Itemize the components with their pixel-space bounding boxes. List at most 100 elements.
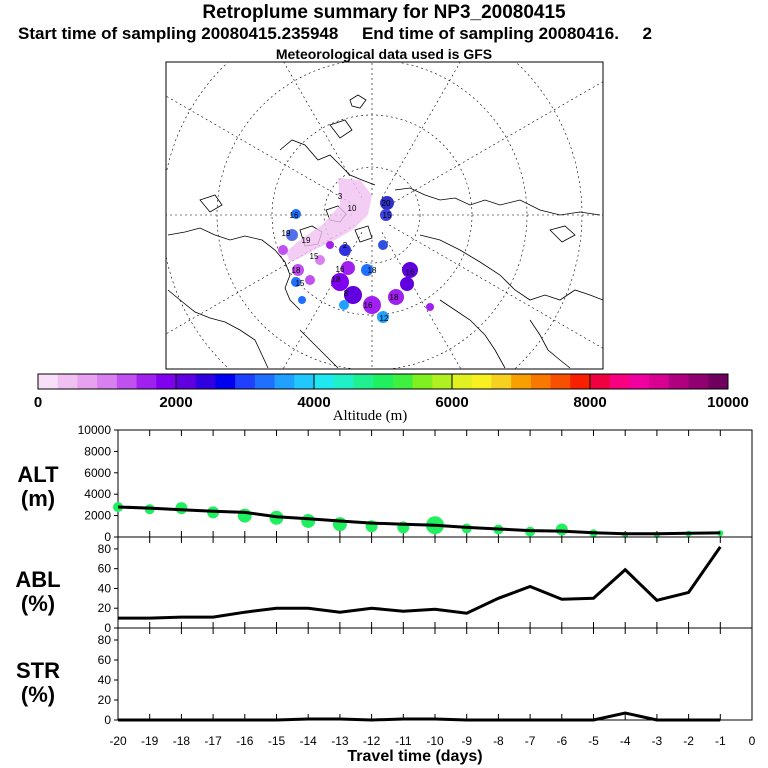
series-line-str [118, 711, 721, 722]
x-tick-label: -11 [395, 734, 412, 748]
y-tick-label: 40 [98, 673, 112, 687]
chart-title: Retroplume summary for NP3_20080415 [202, 2, 566, 23]
y-tick-label: 8000 [84, 444, 111, 458]
x-tick-label: -16 [236, 734, 254, 748]
colorbar-cell [195, 374, 216, 389]
colorbar-cell [274, 374, 295, 389]
colorbar-tick-label: 10000 [707, 394, 749, 411]
colorbar-cell [668, 374, 690, 389]
colorbar-tick-label: 2000 [159, 394, 192, 411]
x-tick-label: -2 [683, 734, 694, 748]
panel-label: ALT [17, 462, 59, 487]
x-tick-label: -1 [715, 734, 726, 748]
y-tick-label: 0 [104, 621, 111, 635]
y-tick-label: 40 [98, 581, 112, 595]
y-tick-label: 6000 [84, 466, 111, 480]
colorbar-tick-label: 6000 [435, 394, 468, 411]
colorbar-cell [136, 374, 157, 389]
y-tick-label: 80 [98, 542, 112, 556]
panel-label: STR [16, 658, 60, 683]
x-tick-label: -7 [525, 734, 536, 748]
panel-label: ABL [15, 567, 60, 592]
colorbar-cell [590, 374, 611, 389]
colorbar-cell [452, 374, 473, 389]
y-tick-label: 10000 [78, 423, 112, 437]
colorbar-cell [609, 374, 630, 389]
panel-unit: (m) [21, 486, 55, 511]
colorbar-cell [392, 374, 414, 389]
altitude-point [237, 508, 252, 523]
x-tick-label: -3 [652, 734, 663, 748]
x-tick-label: -13 [331, 734, 349, 748]
colorbar-cell [116, 374, 138, 389]
sampling-times: Start time of sampling 20080415.235948 E… [18, 24, 653, 43]
colorbar-cell [294, 374, 315, 389]
panel-frame [117, 536, 753, 629]
y-tick-label: 80 [98, 633, 112, 647]
colorbar-cell [235, 374, 256, 389]
x-tick-label: -18 [173, 734, 191, 748]
colorbar-cell [215, 374, 236, 389]
x-tick-label: -10 [426, 734, 444, 748]
panel-frame [117, 627, 753, 721]
colorbar-title: Altitude (m) [332, 408, 408, 424]
colorbar-cell [491, 374, 512, 389]
x-tick-label: -12 [363, 734, 381, 748]
met-data-note: Meteorological data used is GFS [275, 46, 493, 62]
colorbar-cell [471, 374, 492, 389]
colorbar-cell [333, 374, 354, 389]
y-tick-label: 20 [98, 693, 112, 707]
colorbar-tick-label: 4000 [297, 394, 330, 411]
colorbar-cell [176, 374, 197, 389]
y-tick-label: 4000 [84, 487, 111, 501]
colorbar-cell [38, 374, 59, 389]
colorbar-cell [649, 374, 670, 389]
colorbar-cell [570, 374, 591, 389]
x-tick-label: -20 [109, 734, 127, 748]
x-tick-label: -14 [300, 734, 318, 748]
y-tick-label: 20 [98, 601, 112, 615]
x-tick-label: -5 [588, 734, 599, 748]
x-tick-label: -9 [461, 734, 472, 748]
y-tick-label: 60 [98, 653, 112, 667]
y-tick-label: 0 [104, 530, 111, 544]
series-line-abl [118, 546, 722, 620]
panel-unit: (%) [21, 591, 55, 616]
altitude-colorbar: 0 2000 4000 6000 8000 10000 [34, 373, 749, 411]
series-line-alt [117, 505, 721, 536]
colorbar-cell [432, 374, 453, 389]
colorbar-cell [97, 374, 118, 389]
x-tick-label: -6 [556, 734, 567, 748]
colorbar-cell [412, 374, 433, 389]
colorbar-cell [511, 374, 532, 389]
colorbar-cell [373, 374, 394, 389]
altitude-point [301, 513, 316, 528]
colorbar-cell [530, 374, 552, 389]
x-tick-label: -15 [268, 734, 286, 748]
colorbar-cell [688, 374, 709, 389]
x-tick-label: -4 [620, 734, 631, 748]
colorbar-cell [77, 374, 98, 389]
y-tick-label: 2000 [84, 509, 111, 523]
x-tick-label: -19 [141, 734, 159, 748]
colorbar-cell [314, 374, 335, 389]
colorbar-cell [156, 374, 177, 389]
colorbar-cell [708, 374, 729, 389]
colorbar-tick-label: 8000 [573, 394, 606, 411]
y-tick-label: 60 [98, 562, 112, 576]
altitude-point [555, 523, 568, 536]
colorbar-cell [57, 374, 78, 389]
x-tick-label: -8 [493, 734, 504, 748]
colorbar-cell [629, 374, 650, 389]
x-tick-label: -17 [204, 734, 222, 748]
panel-alt: 0 2000 4000 6000 8000 10000 ALT(m) [17, 423, 753, 544]
x-tick-label: 0 [749, 734, 756, 748]
colorbar-tick-label: 0 [34, 394, 42, 411]
x-axis-label: Travel time (days) [347, 748, 483, 765]
colorbar-cell [254, 374, 276, 389]
y-tick-label: 0 [104, 713, 111, 727]
panel-str: 0 20 40 60 80 STR(%) [16, 627, 753, 727]
panel-unit: (%) [21, 682, 55, 707]
colorbar-cell [353, 374, 374, 389]
